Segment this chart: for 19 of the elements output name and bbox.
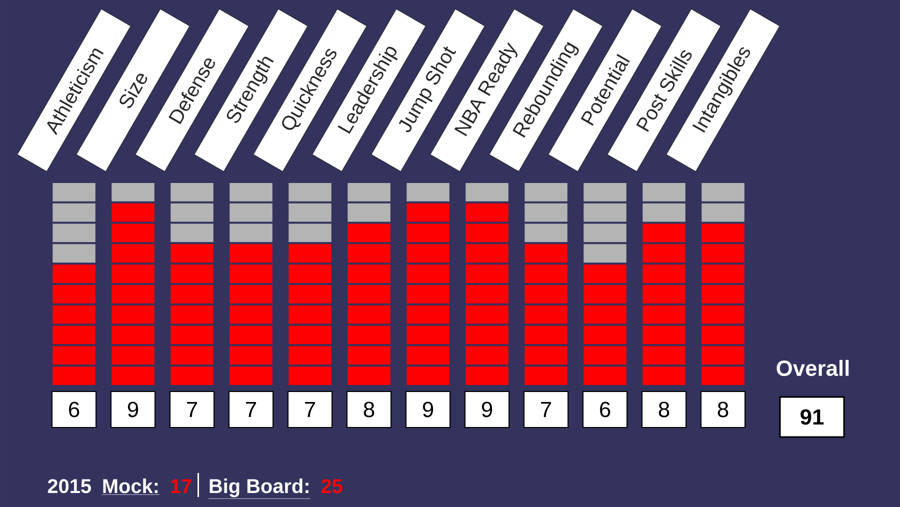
text: Big Board:	[210, 478, 308, 498]
data-label: 8	[718, 402, 728, 418]
data-label: 7	[541, 402, 552, 418]
data-label: 7	[187, 402, 198, 418]
data-label: 8	[364, 402, 374, 418]
text: 17	[171, 479, 192, 493]
data-label: 8	[658, 402, 670, 418]
data-label: 9	[422, 402, 434, 418]
data-label: 6	[600, 402, 610, 418]
data-label: 9	[128, 402, 138, 418]
text: Overall	[776, 360, 849, 376]
data-label: 7	[246, 402, 256, 418]
text: 2015	[48, 479, 91, 494]
text: Mock:	[103, 478, 158, 494]
text: 25	[321, 479, 342, 494]
data-label: 7	[305, 402, 316, 418]
data-label: 6	[69, 402, 80, 418]
data-label: 9	[482, 402, 492, 418]
text: 91	[800, 409, 824, 425]
